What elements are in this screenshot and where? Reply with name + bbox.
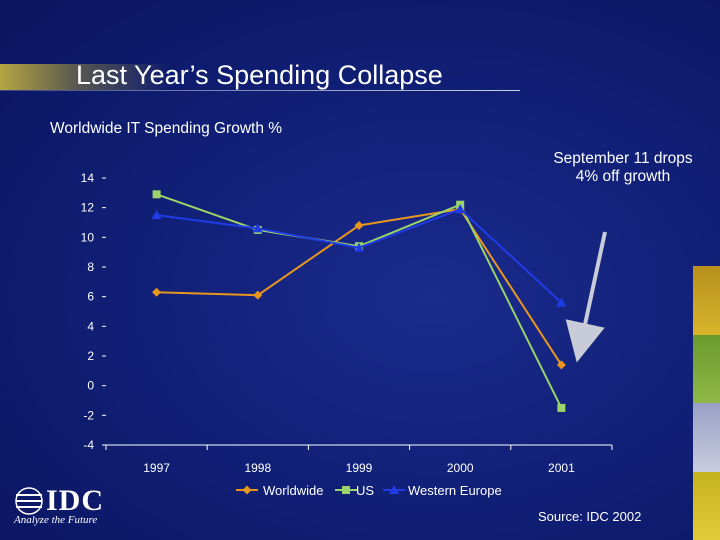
data-point-western-europe xyxy=(151,210,162,220)
x-tick-label: 2001 xyxy=(548,461,575,475)
data-point-western-europe xyxy=(252,223,263,233)
legend-marker xyxy=(342,486,350,494)
data-point-western-europe xyxy=(455,204,466,214)
title-decoration xyxy=(0,60,520,94)
x-tick-label: 2000 xyxy=(447,461,474,475)
y-tick-label: 6 xyxy=(87,290,94,304)
data-point-worldwide xyxy=(253,290,263,300)
y-tick-label: 14 xyxy=(81,171,95,185)
y-tick-label: -4 xyxy=(83,438,94,452)
title-streak xyxy=(0,64,170,90)
globe-icon xyxy=(15,487,43,515)
legend-marker xyxy=(389,485,399,494)
y-tick-label: 8 xyxy=(87,260,94,274)
legend-label: Western Europe xyxy=(408,483,502,498)
y-tick-label: 2 xyxy=(87,349,94,363)
legend-label: Worldwide xyxy=(263,483,323,498)
logo-tagline: Analyze the Future xyxy=(14,514,98,526)
logo-brand: IDC xyxy=(46,484,105,517)
x-tick-label: 1998 xyxy=(244,461,271,475)
x-tick-label: 1999 xyxy=(346,461,373,475)
data-point-us xyxy=(557,403,566,412)
data-point-western-europe xyxy=(354,242,364,252)
source-note: Source: IDC 2002 xyxy=(538,509,642,524)
data-point-us xyxy=(152,190,161,199)
title-rule xyxy=(0,90,520,91)
y-tick-label: 10 xyxy=(81,230,95,244)
x-tick-label: 1997 xyxy=(143,461,170,475)
chart-title: Worldwide IT Spending Growth % xyxy=(50,120,283,137)
data-point-worldwide xyxy=(354,220,364,230)
legend-marker xyxy=(242,485,252,495)
data-point-worldwide xyxy=(556,360,566,370)
slide-title: Last Year’s Spending Collapse xyxy=(76,60,443,90)
annotation-text: September 11 drops 4% off growth xyxy=(553,150,693,185)
annotation-arrow xyxy=(565,231,607,363)
data-point-worldwide xyxy=(152,287,162,297)
data-point-western-europe xyxy=(556,297,567,307)
y-tick-label: 4 xyxy=(87,319,94,333)
y-tick-label: 12 xyxy=(81,201,95,215)
legend-label: US xyxy=(356,483,374,498)
y-tick-label: -2 xyxy=(83,408,94,422)
idc-logo: IDC Analyze the Future xyxy=(14,484,124,530)
y-tick-label: 0 xyxy=(87,379,94,393)
decorative-side-strip xyxy=(693,266,720,540)
